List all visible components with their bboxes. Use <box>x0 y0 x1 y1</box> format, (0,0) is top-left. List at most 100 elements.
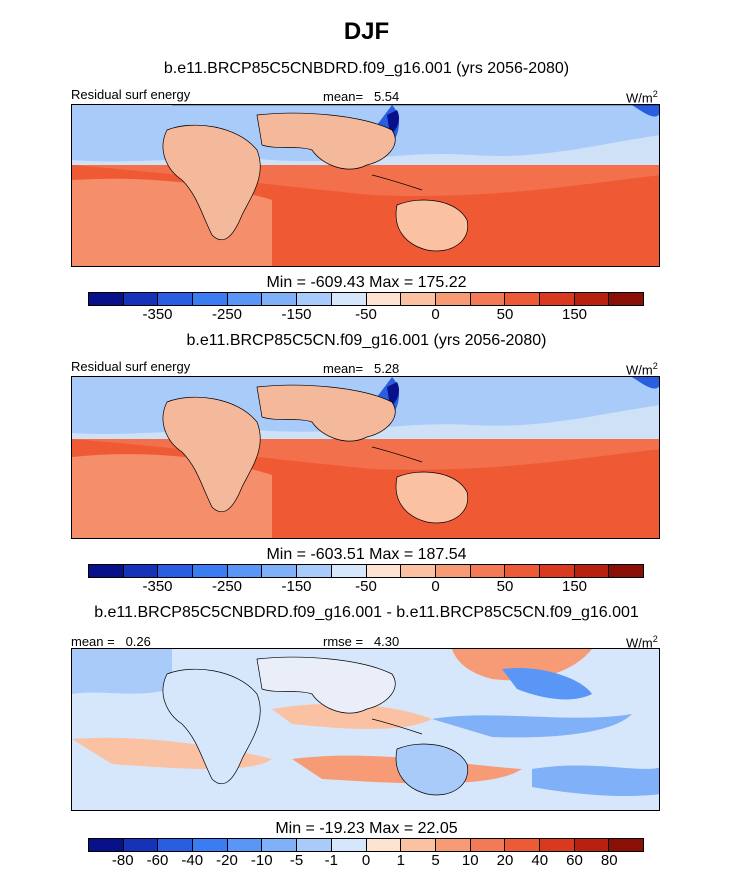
colorbar-tick-label: -350 <box>142 306 173 323</box>
colorbar-swatch <box>470 839 506 851</box>
panel-3-mean-value: 0.26 <box>125 634 151 649</box>
panel-3-rmse-label: rmse = 4.30 <box>323 634 400 649</box>
panel-3-mean-label: mean = 0.26 <box>71 634 151 649</box>
colorbar-swatch <box>193 293 228 305</box>
colorbar-swatch <box>123 565 159 577</box>
panel-1-title: b.e11.BRCP85C5CNBDRD.f09_g16.001 (yrs 20… <box>163 60 570 77</box>
colorbar-swatch <box>123 839 159 851</box>
colorbar-tick-label: 150 <box>561 578 588 595</box>
colorbar-swatch <box>539 839 575 851</box>
panel-1-mean-label: mean= 5.54 <box>323 89 400 104</box>
colorbar-tick-label: -150 <box>281 578 312 595</box>
colorbar-swatch <box>435 565 471 577</box>
colorbar-tick-label: -50 <box>355 306 377 323</box>
colorbar-swatch <box>262 839 298 851</box>
colorbar-tick-label: 80 <box>600 852 618 869</box>
colorbar-swatch <box>158 565 194 577</box>
panel-2-units: W/m2 <box>626 361 658 378</box>
colorbar-swatch <box>366 839 402 851</box>
colorbar-swatch <box>297 565 332 577</box>
panel-3-map <box>71 648 660 811</box>
colorbar-swatch <box>574 293 610 305</box>
panel-3-title: b.e11.BRCP85C5CNBDRD.f09_g16.001 - b.e11… <box>94 604 639 621</box>
panel-3-colorbar <box>88 838 644 852</box>
figure-title: DJF <box>343 18 390 45</box>
panel-2-variable-label: Residual surf energy <box>71 359 191 374</box>
panel-1-min-max: Min = -609.43 Max = 175.22 <box>266 274 467 291</box>
colorbar-swatch <box>574 839 610 851</box>
panel-2-heatmap <box>72 377 659 538</box>
colorbar-swatch <box>297 293 332 305</box>
colorbar-tick-label: -10 <box>250 852 273 869</box>
colorbar-swatch <box>227 293 263 305</box>
colorbar-tick-label: -40 <box>181 852 204 869</box>
colorbar-tick-label: 10 <box>461 852 479 869</box>
colorbar-tick-label: 150 <box>561 306 588 323</box>
panel-1-colorbar <box>88 292 644 306</box>
colorbar-tick-label: -50 <box>355 578 377 595</box>
panel-2-title: b.e11.BRCP85C5CN.f09_g16.001 (yrs 2056-2… <box>186 332 547 349</box>
panel-3-units: W/m2 <box>626 634 658 651</box>
panel-2-mean-label: mean= 5.28 <box>323 361 400 376</box>
colorbar-tick-label: 50 <box>496 578 514 595</box>
panel-2-map <box>71 376 660 539</box>
colorbar-swatch <box>401 565 436 577</box>
colorbar-swatch <box>505 293 540 305</box>
panel-2-mean-value: 5.28 <box>373 361 400 376</box>
colorbar-swatch <box>331 565 367 577</box>
colorbar-swatch <box>366 565 402 577</box>
colorbar-tick-label: -5 <box>289 852 304 869</box>
colorbar-swatch <box>297 839 332 851</box>
colorbar-swatch <box>505 565 540 577</box>
colorbar-tick-label: -250 <box>211 578 243 595</box>
colorbar-swatch <box>401 293 436 305</box>
colorbar-tick-label: 1 <box>396 852 405 869</box>
panel-1-map <box>71 104 660 267</box>
colorbar-swatch <box>89 839 124 851</box>
colorbar-swatch <box>331 293 367 305</box>
panel-1-mean-value: 5.54 <box>373 89 400 104</box>
colorbar-swatch <box>539 565 575 577</box>
colorbar-swatch <box>331 839 367 851</box>
colorbar-tick-label: -350 <box>142 578 173 595</box>
colorbar-swatch <box>158 839 194 851</box>
colorbar-swatch <box>262 293 298 305</box>
colorbar-swatch <box>401 839 436 851</box>
colorbar-swatch <box>193 839 228 851</box>
colorbar-tick-label: 40 <box>531 852 549 869</box>
colorbar-tick-label: -1 <box>324 852 338 869</box>
colorbar-tick-label: 0 <box>431 306 440 323</box>
colorbar-swatch <box>470 293 506 305</box>
panel-3-min-max: Min = -19.23 Max = 22.05 <box>275 820 458 837</box>
colorbar-swatch <box>574 565 610 577</box>
colorbar-tick-label: 60 <box>566 852 583 869</box>
colorbar-tick-label: 5 <box>431 852 440 869</box>
colorbar-swatch <box>158 293 194 305</box>
colorbar-swatch <box>227 565 263 577</box>
colorbar-swatch <box>609 839 643 851</box>
colorbar-swatch <box>262 565 298 577</box>
colorbar-tick-label: -60 <box>146 852 169 869</box>
panel-2-colorbar <box>88 564 644 578</box>
colorbar-swatch <box>505 839 540 851</box>
panel-3-heatmap <box>72 649 659 810</box>
panel-1-units: W/m2 <box>626 89 658 106</box>
colorbar-swatch <box>609 565 643 577</box>
colorbar-tick-label: -150 <box>281 306 312 323</box>
colorbar-swatch <box>435 839 471 851</box>
panel-3-rmse-value: 4.30 <box>373 634 400 649</box>
colorbar-tick-label: 0 <box>361 852 371 869</box>
colorbar-swatch <box>435 293 471 305</box>
panel-1-heatmap <box>72 105 659 266</box>
colorbar-tick-label: -20 <box>216 852 238 869</box>
colorbar-tick-label: 50 <box>496 306 514 323</box>
colorbar-swatch <box>609 293 643 305</box>
colorbar-tick-label: 20 <box>496 852 514 869</box>
colorbar-tick-label: 0 <box>431 578 440 595</box>
colorbar-swatch <box>89 293 124 305</box>
panel-2-min-max: Min = -603.51 Max = 187.54 <box>266 546 467 563</box>
colorbar-swatch <box>227 839 263 851</box>
colorbar-swatch <box>123 293 159 305</box>
colorbar-swatch <box>539 293 575 305</box>
colorbar-swatch <box>470 565 506 577</box>
